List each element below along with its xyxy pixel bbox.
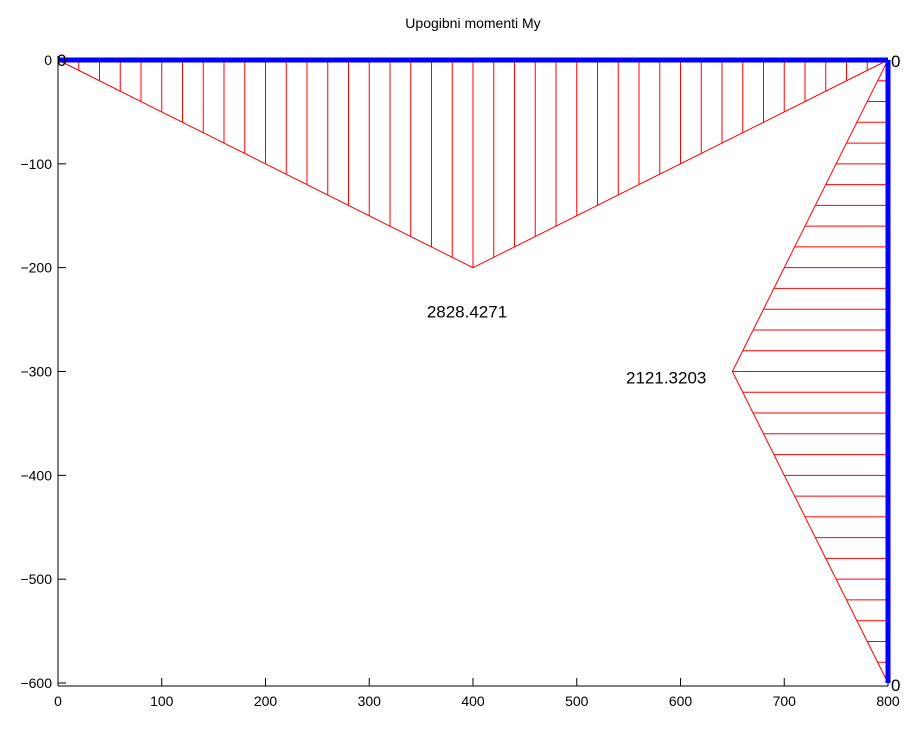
labels: 2828.4271 2121.3203 0 0 0	[57, 51, 900, 695]
moment-peak-label: 2121.3203	[626, 369, 706, 388]
y-tick-label: −300	[20, 364, 52, 380]
structure	[58, 57, 891, 683]
moment-end-label: 0	[57, 51, 66, 70]
x-tick-label: 300	[358, 693, 382, 709]
y-tick-label: −200	[20, 260, 52, 276]
y-tick-label: −400	[20, 467, 52, 483]
moment-diagrams	[57, 59, 889, 684]
moment-end-label: 0	[891, 676, 900, 695]
x-tick-label: 200	[254, 693, 278, 709]
moment-peak-label: 2828.4271	[427, 303, 507, 322]
x-tick-label: 400	[461, 693, 485, 709]
y-tick-label: −600	[20, 675, 52, 691]
axes: 0 100 200 300 400 500 600 700 8000−100−200−300−4…	[20, 52, 899, 709]
y-tick-label: −100	[20, 156, 52, 172]
x-tick-label: 500	[565, 693, 589, 709]
x-tick-label: 100	[150, 693, 174, 709]
x-tick-label: 700	[773, 693, 797, 709]
y-tick-label: 0	[44, 52, 52, 68]
x-tick-label: 800	[876, 693, 900, 709]
moment-end-label: 0	[891, 52, 900, 71]
x-tick-label: 600	[669, 693, 693, 709]
x-tick-label: 0	[54, 693, 62, 709]
chart-title: Upogibni momenti My	[405, 15, 540, 31]
y-tick-label: −500	[20, 571, 52, 587]
